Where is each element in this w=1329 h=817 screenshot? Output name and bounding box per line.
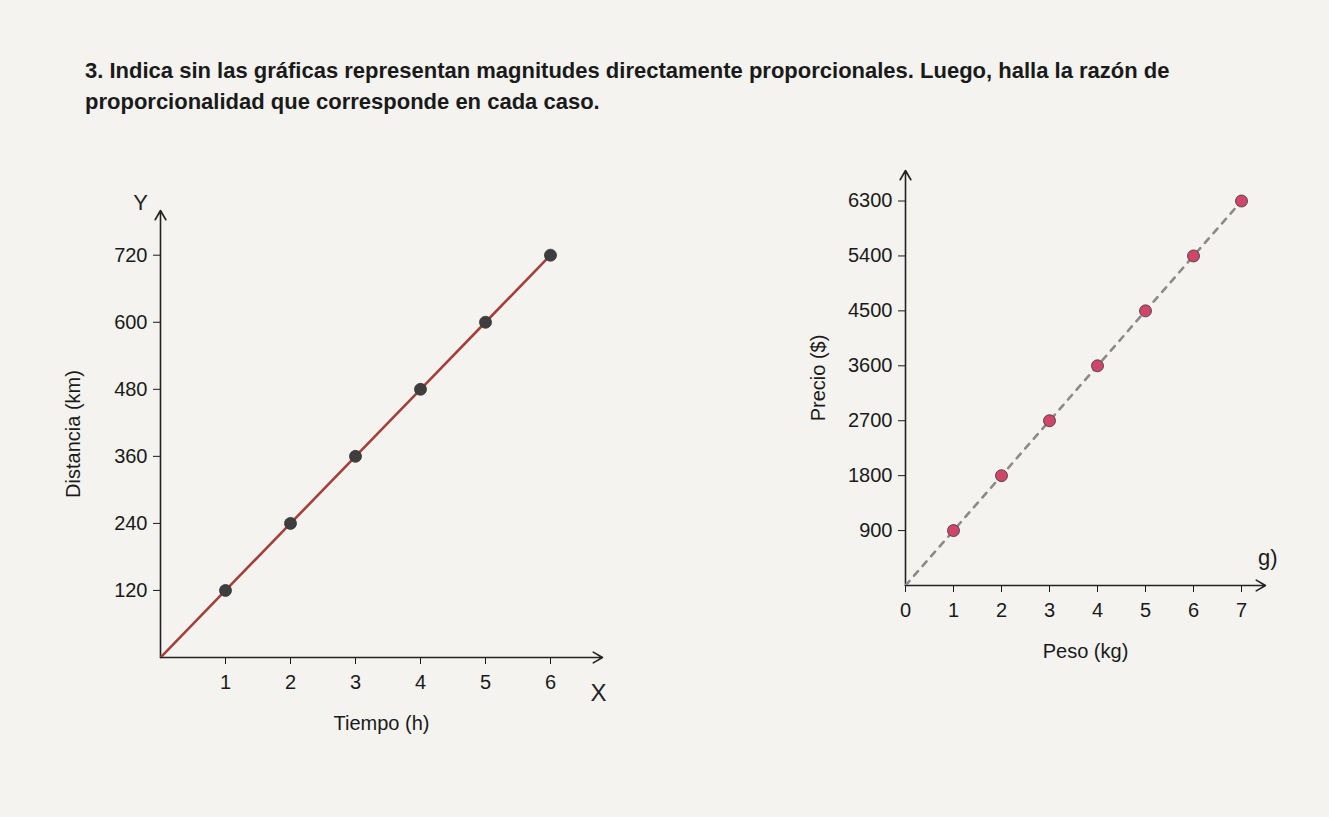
svg-text:Peso (kg): Peso (kg) — [1043, 640, 1129, 662]
svg-text:6300: 6300 — [848, 189, 893, 211]
svg-text:4: 4 — [1092, 599, 1103, 621]
svg-text:Precio ($): Precio ($) — [807, 335, 829, 422]
svg-text:2: 2 — [996, 599, 1007, 621]
svg-text:6: 6 — [1188, 599, 1199, 621]
svg-text:3600: 3600 — [848, 354, 893, 376]
svg-text:3: 3 — [1044, 599, 1055, 621]
svg-text:6: 6 — [545, 671, 556, 693]
svg-text:1: 1 — [220, 671, 231, 693]
svg-text:1800: 1800 — [848, 464, 893, 486]
svg-text:240: 240 — [114, 512, 147, 534]
svg-text:Distancia (km): Distancia (km) — [62, 370, 84, 498]
svg-text:5400: 5400 — [848, 244, 893, 266]
svg-text:900: 900 — [859, 519, 892, 541]
svg-text:2: 2 — [285, 671, 296, 693]
svg-text:600: 600 — [114, 311, 147, 333]
html-text:3. Indica sin las gráficas rep: 3. Indica sin las gráficas representan m… — [85, 58, 1170, 114]
svg-text:360: 360 — [114, 445, 147, 467]
svg-text:1: 1 — [948, 599, 959, 621]
svg-text:4: 4 — [415, 671, 426, 693]
svg-text:120: 120 — [114, 579, 147, 601]
svg-text:X: X — [590, 679, 606, 706]
svg-text:720: 720 — [114, 244, 147, 266]
svg-text:5: 5 — [480, 671, 491, 693]
svg-text:0: 0 — [900, 599, 911, 621]
svg-text:Tiempo (h): Tiempo (h) — [334, 712, 430, 734]
svg-text:3: 3 — [350, 671, 361, 693]
svg-text:480: 480 — [114, 378, 147, 400]
svg-text:4500: 4500 — [848, 299, 893, 321]
svg-text:7: 7 — [1236, 599, 1247, 621]
html-text:g): g) — [1258, 545, 1278, 570]
svg-text:2700: 2700 — [848, 409, 893, 431]
svg-text:Y: Y — [133, 190, 148, 215]
svg-text:5: 5 — [1140, 599, 1151, 621]
